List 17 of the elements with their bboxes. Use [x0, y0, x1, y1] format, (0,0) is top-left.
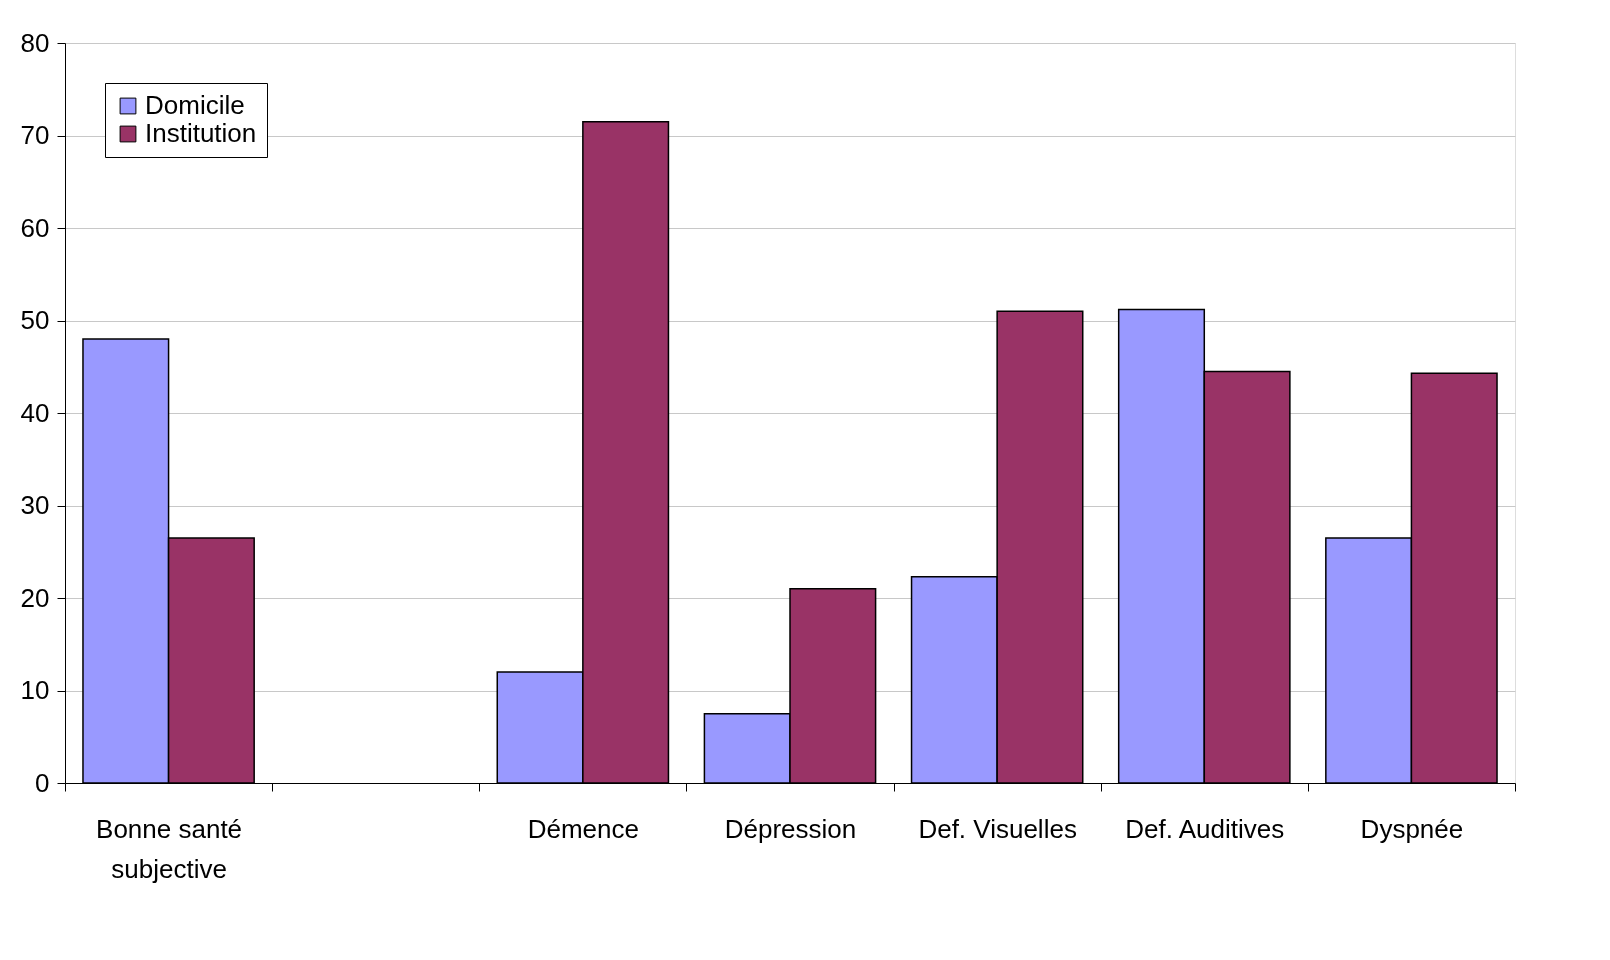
y-tick-label: 20 — [20, 582, 50, 613]
legend-label: Institution — [145, 118, 257, 148]
x-tick-label: Dépression — [724, 813, 857, 844]
x-tick-label: Def. Auditives — [1125, 813, 1285, 844]
x-tick-label: Démence — [527, 813, 639, 844]
y-tick-label: 0 — [35, 767, 50, 798]
y-tick-label: 60 — [20, 212, 50, 243]
x-tick-label: Dyspnée — [1360, 813, 1464, 844]
x-tick-label: Def. Visuelles — [918, 813, 1077, 844]
legend-label: Domicile — [145, 90, 245, 120]
x-tick-label: Bonne santé subjective — [96, 813, 243, 884]
y-tick-label: 30 — [20, 490, 50, 520]
y-tick-label: 50 — [20, 305, 50, 335]
y-tick-label: 80 — [20, 27, 50, 58]
y-tick-label: 70 — [20, 120, 50, 150]
y-tick-label: 40 — [20, 397, 50, 428]
y-tick-label: 10 — [20, 675, 50, 705]
